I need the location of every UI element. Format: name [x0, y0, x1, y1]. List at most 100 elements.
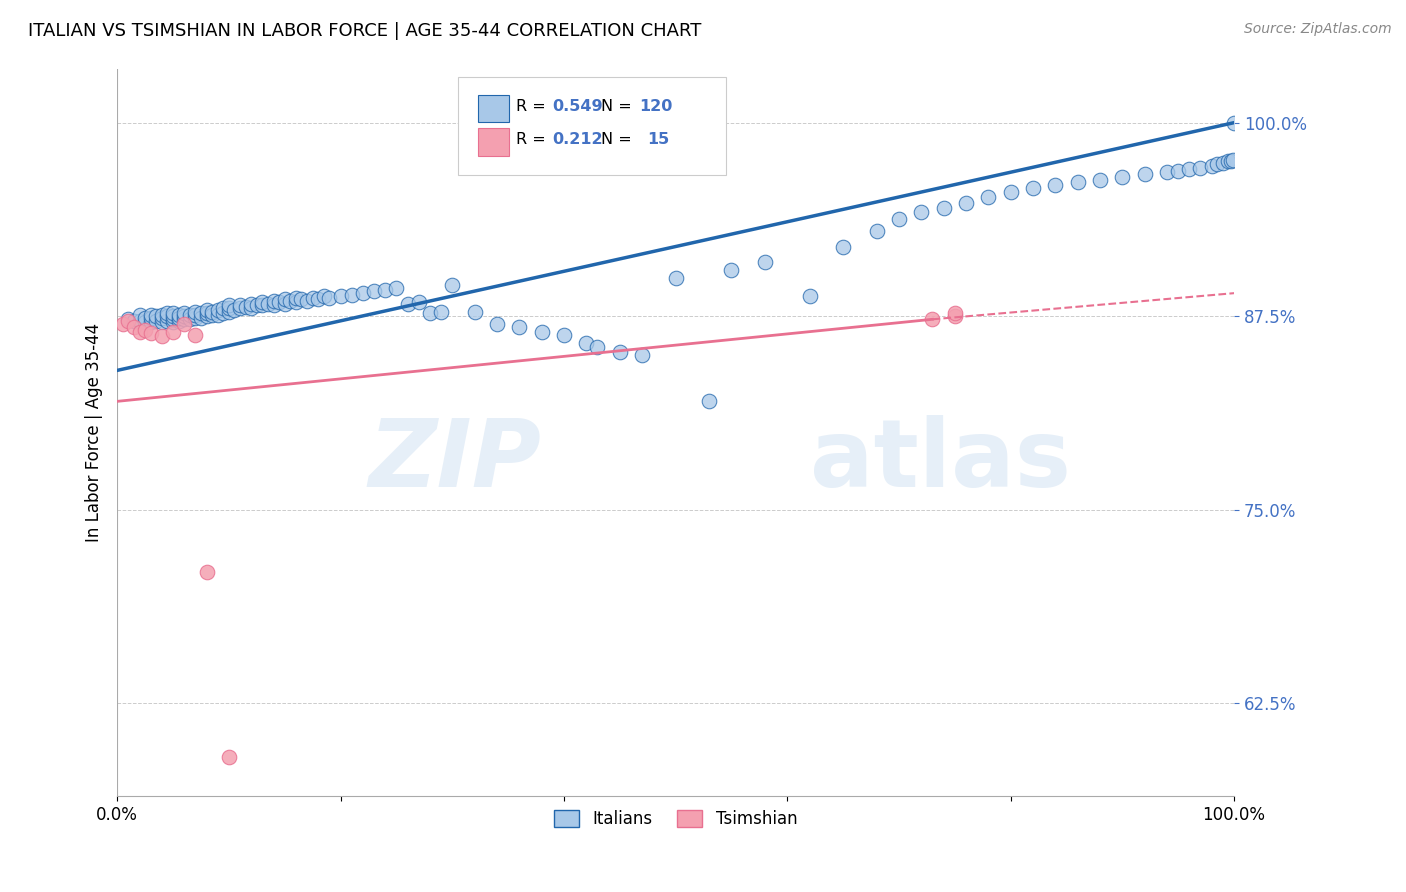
- FancyBboxPatch shape: [478, 95, 509, 122]
- Point: [1022, 180, 1045, 194]
- Point: [218, 750, 240, 764]
- Point: [1045, 178, 1067, 192]
- Point: [257, 297, 280, 311]
- Point: [464, 304, 486, 318]
- Point: [162, 325, 184, 339]
- Point: [173, 312, 195, 326]
- Point: [167, 314, 190, 328]
- Point: [218, 301, 240, 316]
- Point: [179, 308, 201, 322]
- Point: [128, 314, 150, 328]
- Point: [207, 303, 229, 318]
- Point: [128, 325, 150, 339]
- Point: [430, 304, 453, 318]
- Point: [301, 291, 323, 305]
- Point: [207, 308, 229, 322]
- Point: [932, 201, 955, 215]
- Point: [396, 297, 419, 311]
- Point: [1222, 153, 1244, 167]
- Point: [269, 295, 291, 310]
- Point: [284, 291, 307, 305]
- Point: [145, 309, 167, 323]
- Point: [1218, 154, 1240, 169]
- Point: [754, 255, 776, 269]
- Point: [117, 312, 139, 326]
- Point: [385, 281, 408, 295]
- Point: [799, 289, 821, 303]
- Point: [128, 308, 150, 322]
- Point: [586, 340, 609, 354]
- Point: [162, 315, 184, 329]
- Point: [167, 308, 190, 322]
- Text: 120: 120: [638, 99, 672, 114]
- Point: [195, 303, 218, 318]
- Point: [201, 304, 224, 318]
- Point: [575, 335, 598, 350]
- Text: 0.549: 0.549: [553, 99, 603, 114]
- Point: [156, 314, 179, 328]
- Point: [1088, 173, 1111, 187]
- Point: [977, 190, 1000, 204]
- Point: [150, 329, 173, 343]
- Point: [162, 309, 184, 323]
- Text: 15: 15: [648, 132, 669, 147]
- FancyBboxPatch shape: [478, 128, 509, 156]
- Point: [290, 292, 312, 306]
- FancyBboxPatch shape: [458, 78, 725, 176]
- Point: [134, 323, 156, 337]
- Point: [419, 306, 441, 320]
- Point: [865, 224, 887, 238]
- Point: [156, 309, 179, 323]
- Point: [122, 314, 145, 328]
- Point: [553, 327, 575, 342]
- Point: [273, 292, 295, 306]
- Point: [697, 394, 720, 409]
- Point: [235, 300, 257, 314]
- Point: [218, 304, 240, 318]
- Point: [240, 301, 263, 316]
- Point: [1111, 169, 1133, 184]
- Point: [162, 306, 184, 320]
- Point: [224, 303, 246, 318]
- Point: [273, 297, 295, 311]
- Point: [910, 205, 932, 219]
- Point: [1189, 161, 1212, 175]
- Point: [295, 293, 318, 308]
- Point: [1212, 156, 1234, 170]
- Point: [887, 211, 910, 226]
- Point: [218, 298, 240, 312]
- Point: [363, 285, 385, 299]
- Text: ITALIAN VS TSIMSHIAN IN LABOR FORCE | AGE 35-44 CORRELATION CHART: ITALIAN VS TSIMSHIAN IN LABOR FORCE | AG…: [28, 22, 702, 40]
- Point: [111, 317, 134, 331]
- Point: [1223, 116, 1246, 130]
- Point: [943, 306, 966, 320]
- Point: [307, 292, 329, 306]
- Point: [179, 312, 201, 326]
- Text: ZIP: ZIP: [368, 416, 541, 508]
- Point: [530, 325, 553, 339]
- Point: [1178, 162, 1201, 177]
- Point: [1206, 157, 1229, 171]
- Point: [609, 344, 631, 359]
- Point: [201, 308, 224, 322]
- Point: [184, 304, 207, 318]
- Point: [190, 310, 212, 325]
- Point: [190, 306, 212, 320]
- Point: [184, 327, 207, 342]
- Point: [485, 317, 508, 331]
- Point: [1156, 165, 1178, 179]
- Point: [720, 262, 742, 277]
- Point: [212, 306, 235, 320]
- Point: [150, 310, 173, 325]
- Point: [921, 312, 943, 326]
- Point: [1133, 167, 1156, 181]
- Point: [167, 310, 190, 325]
- Point: [441, 278, 464, 293]
- Point: [340, 287, 363, 301]
- Point: [508, 320, 530, 334]
- Text: Source: ZipAtlas.com: Source: ZipAtlas.com: [1244, 22, 1392, 37]
- Point: [263, 298, 285, 312]
- Point: [374, 283, 396, 297]
- Text: R =: R =: [516, 132, 551, 147]
- Point: [150, 308, 173, 322]
